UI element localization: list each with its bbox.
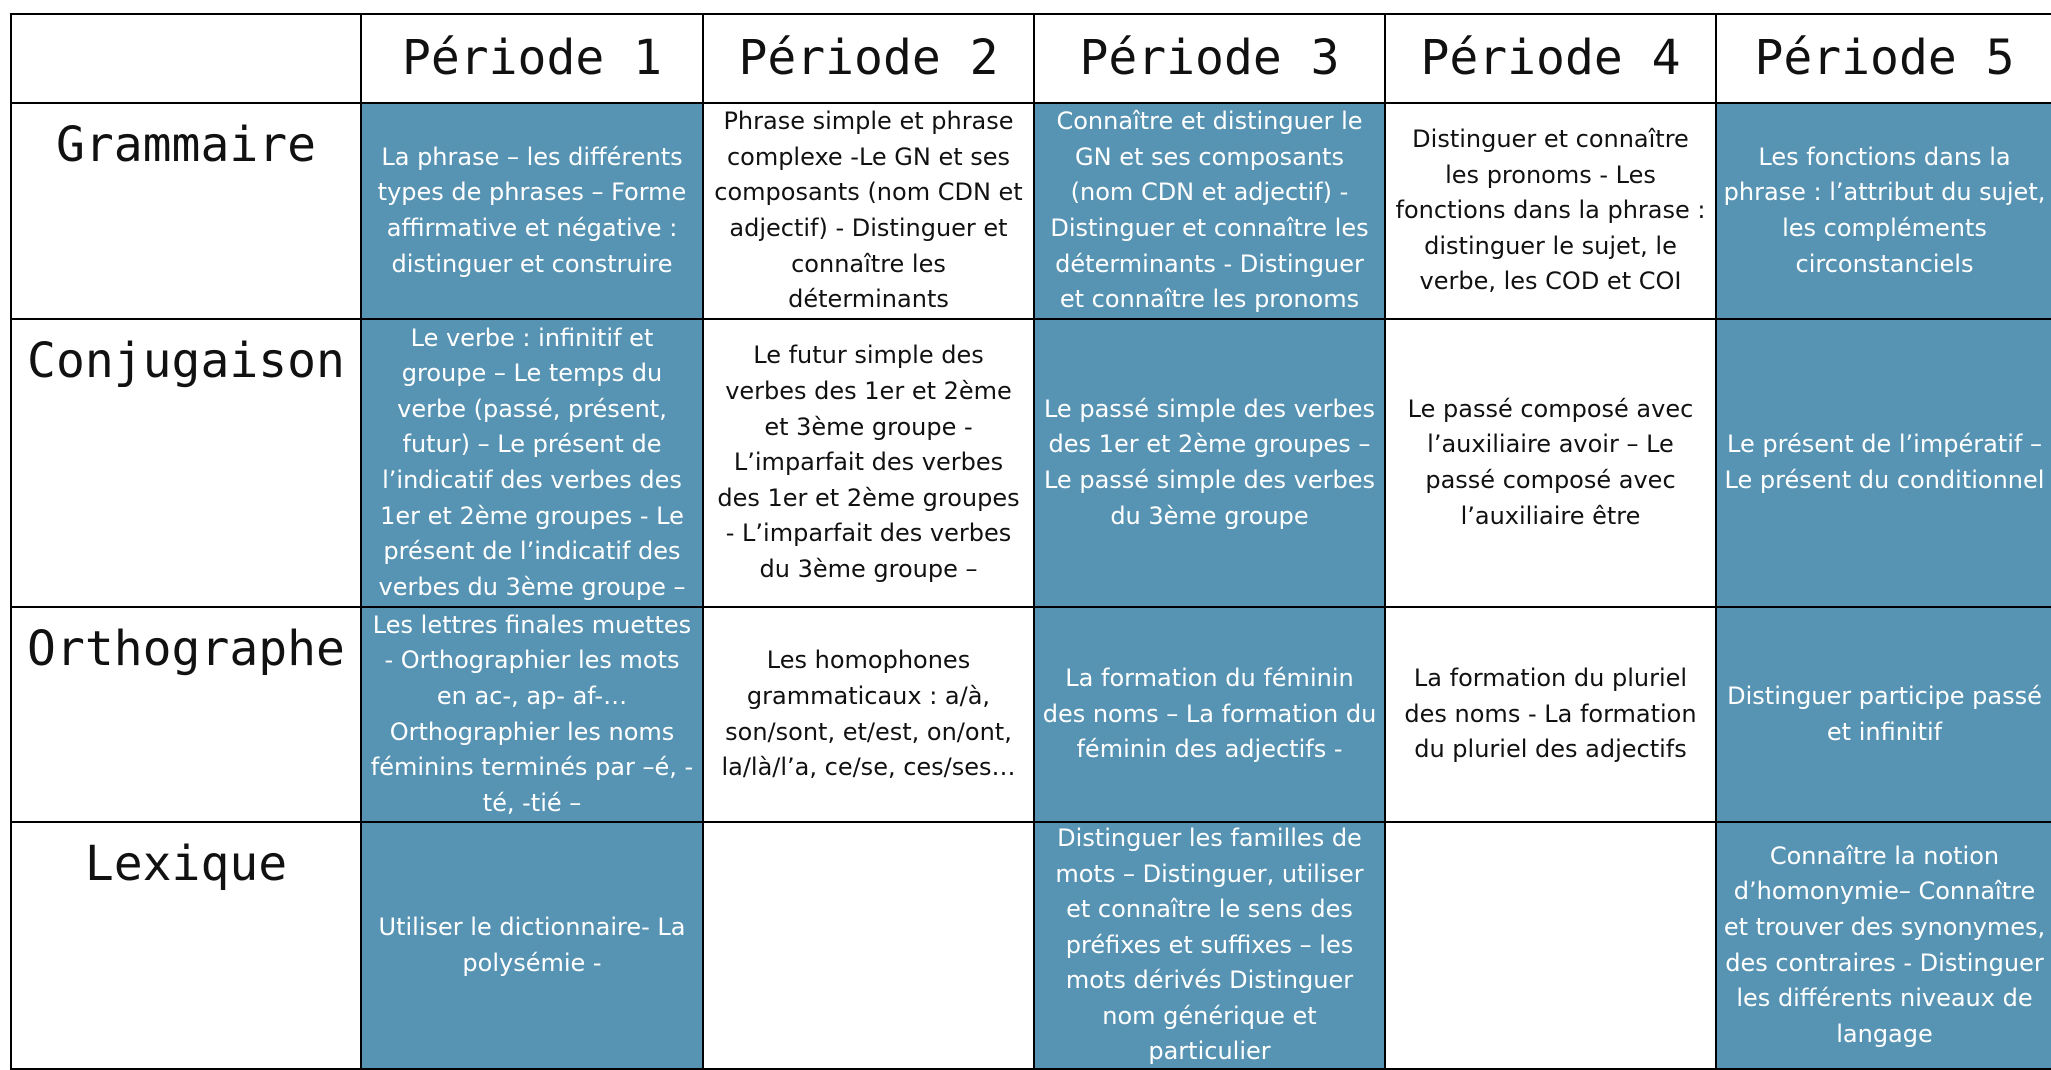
table-cell: La formation du féminin des noms – La fo…	[1035, 608, 1386, 823]
table-cell: Les homophones grammaticaux : a/à, son/s…	[704, 608, 1035, 823]
table-cell	[704, 823, 1035, 1070]
table-cell: Les lettres finales muettes - Orthograph…	[362, 608, 704, 823]
column-header: Période 3	[1035, 15, 1386, 104]
table-cell: Les fonctions dans la phrase : l’attribu…	[1717, 104, 2051, 320]
row-label: Lexique	[12, 823, 362, 1070]
table-cell: Distinguer et connaître les pronoms - Le…	[1386, 104, 1717, 320]
table-cell: Connaître et distinguer le GN et ses com…	[1035, 104, 1386, 320]
corner-cell	[12, 15, 362, 104]
column-header: Période 5	[1717, 15, 2051, 104]
column-header: Période 2	[704, 15, 1035, 104]
table-cell: Utiliser le dictionnaire- La polysémie -	[362, 823, 704, 1070]
table-cell: Le verbe : infinitif et groupe – Le temp…	[362, 320, 704, 608]
curriculum-table: Période 1 Période 2 Période 3 Période 4 Péri…	[10, 13, 2051, 1070]
table-cell: Le présent de l’impératif – Le présent d…	[1717, 320, 2051, 608]
table-cell: Distinguer participe passé et infinitif	[1717, 608, 2051, 823]
table-cell: Le passé composé avec l’auxiliaire avoir…	[1386, 320, 1717, 608]
row-label: Grammaire	[12, 104, 362, 320]
row-label: Orthographe	[12, 608, 362, 823]
table-cell: Le futur simple des verbes des 1er et 2è…	[704, 320, 1035, 608]
table-cell: Le passé simple des verbes des 1er et 2è…	[1035, 320, 1386, 608]
table-cell: Phrase simple et phrase complexe -Le GN …	[704, 104, 1035, 320]
column-header: Période 4	[1386, 15, 1717, 104]
table-cell: La formation du pluriel des noms - La fo…	[1386, 608, 1717, 823]
table-cell: Connaître la notion d’homonymie– Connaît…	[1717, 823, 2051, 1070]
row-label: Conjugaison	[12, 320, 362, 608]
table-cell: Distinguer les familles de mots – Distin…	[1035, 823, 1386, 1070]
column-header: Période 1	[362, 15, 704, 104]
table-cell: La phrase – les différents types de phra…	[362, 104, 704, 320]
table-cell	[1386, 823, 1717, 1070]
